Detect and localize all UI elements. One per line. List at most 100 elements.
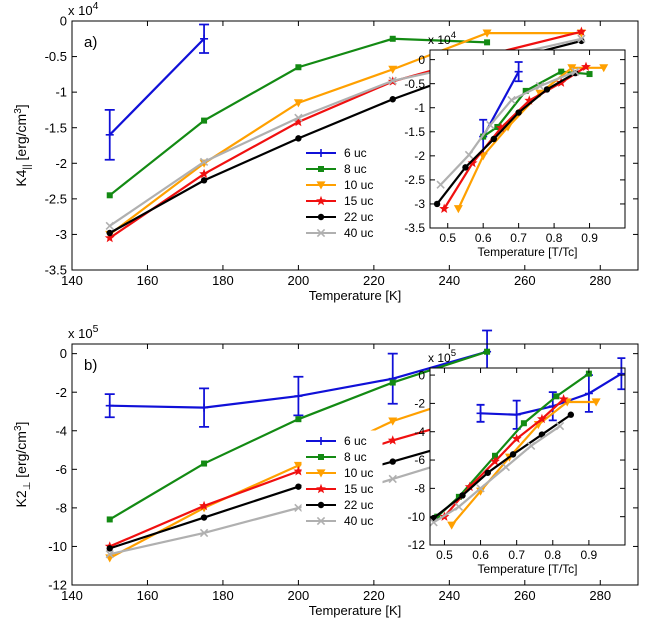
data-point <box>585 370 592 377</box>
x-tick-label: 0.6 <box>472 548 489 562</box>
y-tick-label: -2 <box>414 149 425 163</box>
y-tick-label: -3 <box>414 197 425 211</box>
y-tick-label: -2.5 <box>45 191 67 206</box>
data-point <box>106 229 113 237</box>
data-point <box>389 458 396 465</box>
data-point <box>537 413 547 424</box>
data-point <box>484 39 491 46</box>
x-tick-label: 240 <box>438 588 460 603</box>
legend-marker <box>316 516 326 526</box>
y-tick-label: -3.5 <box>45 263 67 278</box>
legend-marker <box>318 454 324 460</box>
legend-marker <box>316 195 326 206</box>
legend-marker <box>317 213 325 221</box>
x-tick-label: 260 <box>514 588 536 603</box>
data-point <box>484 348 491 355</box>
data-point <box>294 503 303 513</box>
data-point <box>454 502 464 511</box>
axis-exponent: x 105 <box>68 324 99 341</box>
data-point <box>201 460 208 467</box>
data-point <box>433 200 441 208</box>
axis-exponent: x 104 <box>428 30 457 47</box>
y-tick-label: 0 <box>418 368 425 382</box>
legend-box <box>301 142 383 248</box>
data-point <box>524 95 535 105</box>
data-point <box>429 518 438 527</box>
data-point <box>388 417 398 426</box>
data-point <box>599 64 609 73</box>
y-tick-label: -3.5 <box>404 221 425 235</box>
data-point <box>584 389 593 398</box>
data-point <box>577 34 586 43</box>
legend-label: 22 uc <box>344 498 373 512</box>
plot-background <box>430 50 625 228</box>
y-tick-label: -1.5 <box>45 120 67 135</box>
data-point <box>389 379 396 386</box>
data-point <box>453 205 463 214</box>
y-axis-label: K2⊥ [erg/cm3] <box>13 422 33 508</box>
legend-label: 10 uc <box>344 178 373 192</box>
panel-label: b) <box>84 357 97 374</box>
x-tick-label: 140 <box>61 588 83 603</box>
data-point <box>482 29 492 38</box>
x-axis-label: Temperature [T/Tc] <box>477 562 577 576</box>
y-axis-label: K4|| [erg/cm3] <box>13 104 33 186</box>
data-point <box>388 76 397 85</box>
series-6-uc <box>476 357 626 430</box>
legend-box <box>301 430 383 536</box>
series-22-uc <box>433 69 579 208</box>
data-point <box>464 150 474 160</box>
data-point <box>105 549 114 559</box>
y-tick-label: -2 <box>414 397 425 411</box>
series-40-uc <box>429 421 565 527</box>
axes-frame <box>71 343 639 586</box>
data-point <box>526 441 536 451</box>
data-point <box>476 484 485 493</box>
x-axis-label: Temperature [T/Tc] <box>477 245 577 259</box>
data-point <box>455 493 462 500</box>
data-point <box>567 411 575 418</box>
y-tick-label: -8 <box>414 482 425 496</box>
data-point <box>507 95 516 105</box>
data-point <box>200 34 209 43</box>
data-point <box>389 96 396 103</box>
x-tick-label: 220 <box>363 588 385 603</box>
series-line <box>432 413 572 519</box>
legend-marker <box>316 228 326 238</box>
data-point <box>555 421 565 431</box>
series-line <box>436 72 576 205</box>
data-point <box>459 492 466 499</box>
data-point <box>581 61 591 72</box>
data-point <box>293 461 303 470</box>
data-point <box>586 71 593 78</box>
legend-marker <box>317 437 325 445</box>
legend-marker <box>316 483 326 494</box>
data-point <box>104 232 115 243</box>
data-point <box>476 409 485 418</box>
data-point <box>105 130 114 139</box>
data-point <box>295 135 302 142</box>
data-point <box>617 369 626 378</box>
data-point <box>434 513 441 520</box>
y-tick-label: -1 <box>414 101 425 115</box>
data-point <box>467 157 478 168</box>
data-point <box>464 481 475 492</box>
y-tick-label: -8 <box>55 500 67 515</box>
data-point <box>490 456 500 466</box>
x-tick-label: 0.7 <box>510 231 527 245</box>
data-point <box>200 403 209 412</box>
plot-b-inset: 0.5 0.6 0.7 0.8 0.9 -12 -10 -8 -6 -4 -2 0x 105 Tempe… <box>408 348 626 576</box>
axes-frame <box>429 367 626 546</box>
data-point <box>294 113 303 122</box>
legend-label: 15 uc <box>344 482 373 496</box>
legend: 6 uc 8 uc 10 uc 15 uc 22 uc 40 uc <box>301 142 383 248</box>
x-tick-label: 0.8 <box>544 548 561 562</box>
x-tick-label: 0.5 <box>436 548 453 562</box>
data-point <box>199 168 210 179</box>
y-tick-label: -2 <box>55 156 67 171</box>
data-point <box>495 122 506 133</box>
x-tick-label: 0.8 <box>546 231 563 245</box>
data-point <box>295 483 302 490</box>
data-point <box>484 469 491 476</box>
